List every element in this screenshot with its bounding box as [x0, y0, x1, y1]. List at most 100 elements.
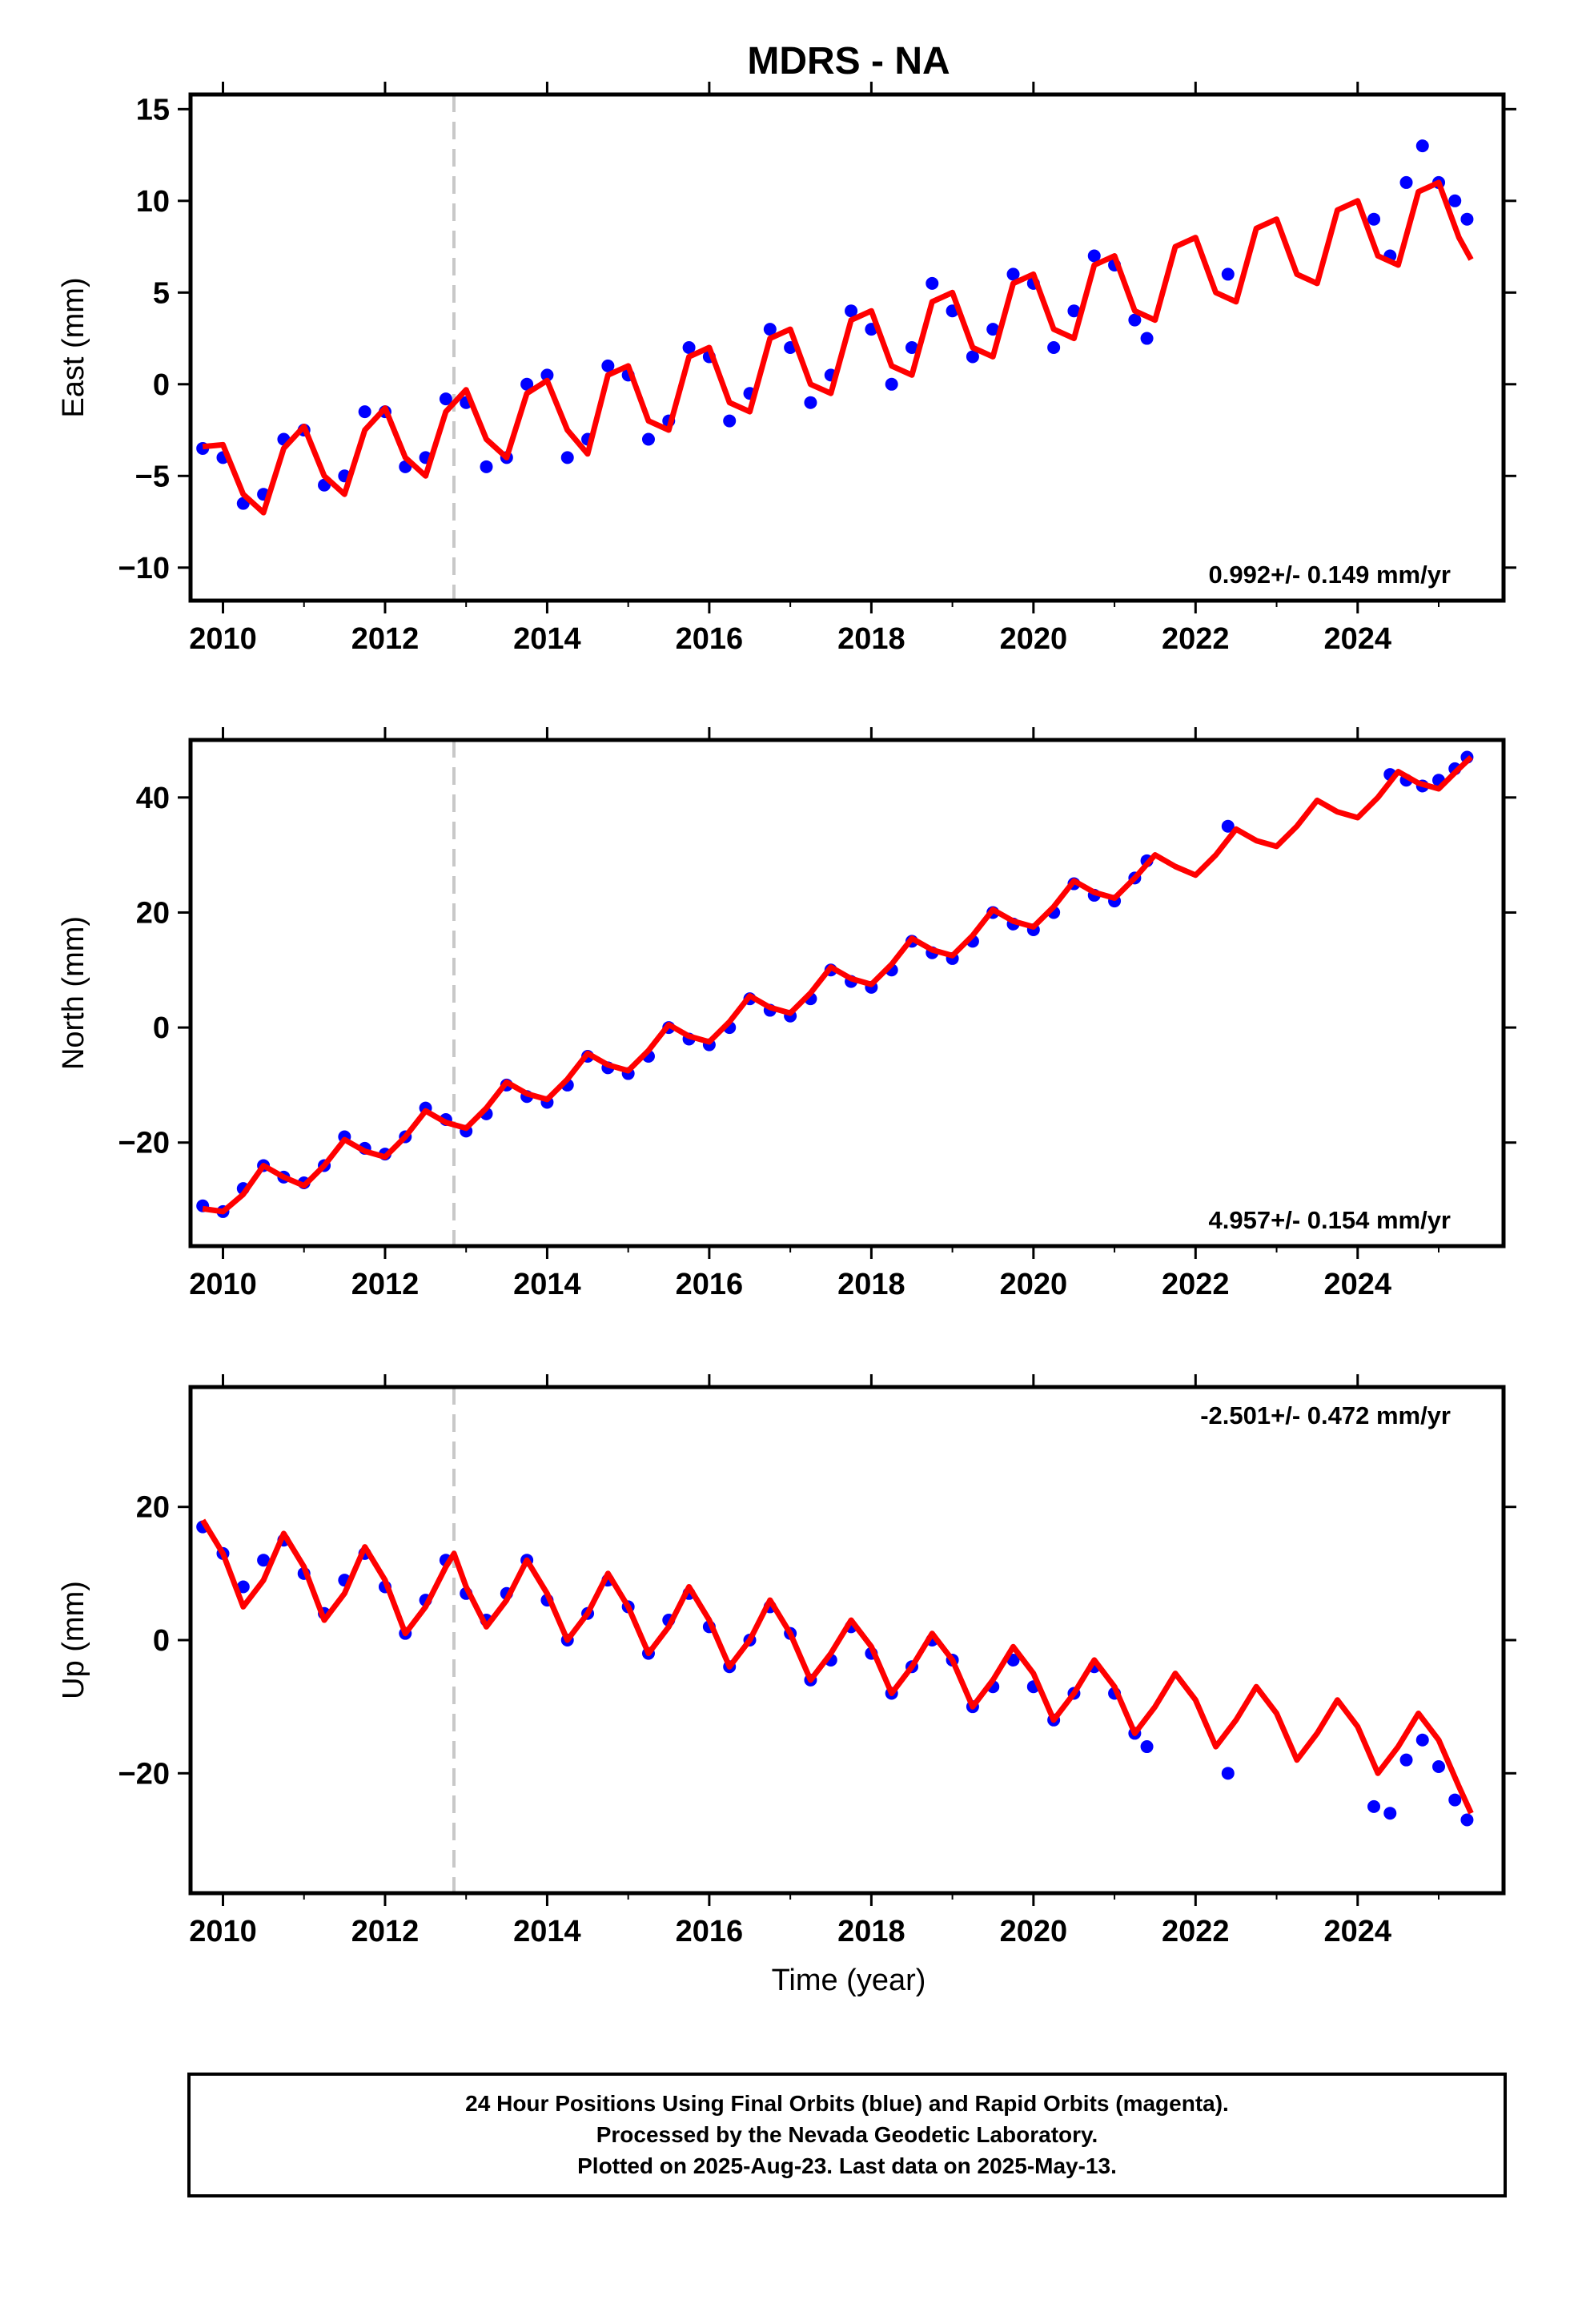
- east-data-point: [804, 396, 817, 409]
- east-x-tick-label: 2016: [676, 622, 744, 656]
- north-y-tick-label: −20: [118, 1127, 170, 1160]
- east-data-point: [845, 304, 858, 318]
- up-y-tick-label: −20: [118, 1757, 170, 1791]
- north-y-tick-label: 0: [153, 1011, 170, 1045]
- footer-line-3: Plotted on 2025-Aug-23. Last data on 202…: [577, 2153, 1117, 2178]
- east-data-point: [560, 451, 574, 464]
- east-data-point: [1140, 332, 1154, 345]
- east-data-point: [480, 460, 493, 473]
- east-data-point: [1448, 194, 1462, 207]
- up-data-point: [236, 1580, 250, 1594]
- east-data-point: [1221, 267, 1235, 281]
- north-y-tick-label: 20: [136, 896, 170, 930]
- east-data-point: [926, 276, 939, 290]
- east-data-point: [1399, 175, 1413, 189]
- east-x-tick-label: 2014: [513, 622, 581, 656]
- up-x-tick-label: 2018: [837, 1915, 905, 1948]
- east-model-curve: [202, 179, 1474, 516]
- up-data-point: [1367, 1799, 1381, 1813]
- up-data-point: [1383, 1807, 1397, 1820]
- east-x-tick-label: 2010: [189, 622, 257, 656]
- up-data-point: [1399, 1753, 1413, 1767]
- north-x-tick-label: 2018: [837, 1268, 905, 1301]
- east-data-point: [439, 392, 452, 406]
- east-frame: [188, 92, 1506, 603]
- up-x-tick-label: 2020: [1000, 1915, 1068, 1948]
- east-data-point: [1047, 341, 1061, 354]
- north-x-tick-label: 2020: [1000, 1268, 1068, 1301]
- north-y-tick-label: 40: [136, 782, 170, 815]
- east-x-tick-label: 2024: [1324, 622, 1392, 656]
- east-data-point: [763, 323, 777, 336]
- east-data-point: [966, 350, 979, 364]
- east-data-point: [601, 359, 615, 372]
- up-x-tick-label: 2022: [1162, 1915, 1230, 1948]
- east-data-point: [1128, 313, 1142, 327]
- up-panel: 2010 2012 2014 2016 2018 2020 2022 2024 −20 0 20 Up…: [57, 1374, 1516, 1948]
- up-data-point: [1448, 1793, 1462, 1807]
- east-data-point: [1087, 249, 1101, 263]
- east-y-tick-label: 15: [136, 93, 170, 127]
- east-data-point: [1415, 139, 1429, 153]
- figure-title: MDRS - NA: [747, 40, 950, 82]
- east-y-axis-label: East (mm): [57, 277, 90, 417]
- east-data-point: [358, 405, 371, 419]
- north-x-tick-label: 2012: [351, 1268, 420, 1301]
- north-rate-label: 4.957+/- 0.154 mm/yr: [1209, 1206, 1451, 1234]
- east-data-point: [540, 368, 554, 382]
- east-data-point: [723, 414, 737, 428]
- north-x-tick-label: 2022: [1162, 1268, 1230, 1301]
- east-data-point: [1460, 212, 1474, 226]
- up-x-tick-label: 2014: [513, 1915, 581, 1948]
- footer-line-2: Processed by the Nevada Geodetic Laborat…: [596, 2122, 1098, 2147]
- up-rate-label: -2.501+/- 0.472 mm/yr: [1200, 1401, 1451, 1429]
- up-x-tick-label: 2012: [351, 1915, 420, 1948]
- east-data-point: [641, 432, 655, 446]
- east-y-tick-label: 5: [153, 276, 170, 310]
- east-y-tick-label: 0: [153, 368, 170, 402]
- east-data-point: [885, 377, 898, 391]
- up-model-curve: [200, 1518, 1474, 1815]
- up-y-axis-label: Up (mm): [57, 1581, 90, 1699]
- north-frame: [188, 738, 1506, 1248]
- up-y-tick-label: 0: [153, 1624, 170, 1658]
- east-panel: 2010 2012 2014 2016 2018 2020 2022 2024 −10 −5 0 5 1…: [57, 82, 1516, 656]
- north-x-tick-label: 2024: [1324, 1268, 1392, 1301]
- north-panel: 2010 2012 2014 2016 2018 2020 2022 2024 −20 0 20 40…: [57, 727, 1516, 1301]
- x-axis-label: Time (year): [772, 1964, 926, 1997]
- east-data-point: [905, 341, 918, 354]
- east-y-tick-label: −10: [118, 552, 170, 585]
- east-x-tick-label: 2012: [351, 622, 420, 656]
- north-model-curve: [202, 754, 1473, 1215]
- up-y-tick-label: 20: [136, 1491, 170, 1525]
- north-x-tick-label: 2014: [513, 1268, 581, 1301]
- east-data-point: [520, 377, 534, 391]
- north-y-axis-label: North (mm): [57, 916, 90, 1070]
- east-rate-label: 0.992+/- 0.149 mm/yr: [1209, 561, 1451, 589]
- east-data-point: [1067, 304, 1081, 318]
- up-data-point: [1460, 1813, 1474, 1827]
- up-x-tick-label: 2024: [1324, 1915, 1392, 1948]
- north-data-point: [1221, 819, 1235, 833]
- east-data-point: [1006, 267, 1020, 281]
- east-data-point: [682, 341, 696, 354]
- up-frame: [188, 1385, 1506, 1896]
- east-data-point: [986, 323, 1000, 336]
- up-data-point: [1432, 1760, 1446, 1773]
- east-x-tick-label: 2018: [837, 622, 905, 656]
- footer-line-1: 24 Hour Positions Using Final Orbits (bl…: [465, 2091, 1229, 2116]
- up-data-point: [1415, 1733, 1429, 1747]
- east-y-tick-label: −5: [135, 460, 170, 493]
- north-x-tick-label: 2010: [189, 1268, 257, 1301]
- footer-box: [187, 2073, 1507, 2197]
- north-x-tick-label: 2016: [676, 1268, 744, 1301]
- up-x-tick-label: 2010: [189, 1915, 257, 1948]
- east-x-tick-label: 2022: [1162, 622, 1230, 656]
- east-x-tick-label: 2020: [1000, 622, 1068, 656]
- east-y-tick-label: 10: [136, 185, 170, 219]
- east-data-point: [1367, 212, 1381, 226]
- up-data-point: [257, 1554, 271, 1567]
- up-x-tick-label: 2016: [676, 1915, 744, 1948]
- up-data-point: [1140, 1740, 1154, 1754]
